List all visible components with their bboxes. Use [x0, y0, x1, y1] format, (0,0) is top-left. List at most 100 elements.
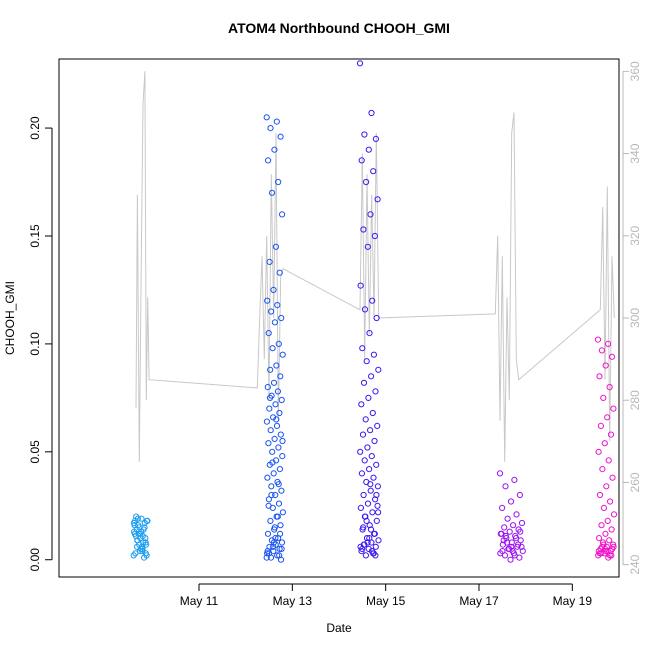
y2-tick-label: 280: [628, 390, 642, 410]
data-point-series-3: [369, 297, 376, 304]
data-point-series-5: [606, 384, 613, 391]
data-point-series-3: [363, 358, 370, 365]
data-point-series-3: [374, 196, 381, 203]
y2-tick-label: 360: [628, 61, 642, 81]
data-point-series-3: [367, 211, 374, 218]
data-point-series-2: [278, 396, 285, 404]
data-point-series-5: [607, 431, 615, 438]
data-point-series-2: [268, 483, 275, 490]
data-point-series-2: [266, 394, 274, 401]
data-point-series-2: [264, 530, 272, 537]
data-point-series-3: [374, 483, 381, 490]
data-point-series-4: [504, 515, 511, 522]
data-point-series-5: [598, 347, 606, 354]
data-point-series-4: [511, 476, 518, 483]
data-point-series-2: [270, 379, 278, 386]
data-point-series-2: [267, 517, 274, 525]
data-point-series-4: [499, 504, 506, 511]
x-tick-label: May 13: [273, 594, 313, 608]
data-point-series-5: [598, 522, 605, 529]
data-point-series-3: [372, 135, 379, 142]
data-point-series-3: [371, 232, 378, 240]
data-point-series-2: [269, 543, 277, 550]
data-point-series-3: [360, 379, 368, 386]
data-point-series-2: [279, 351, 286, 358]
data-point-series-3: [375, 366, 382, 373]
data-point-series-3: [363, 535, 371, 542]
data-point-series-2: [268, 189, 276, 196]
data-point-series-2: [263, 114, 270, 121]
data-point-series-3: [375, 509, 382, 516]
data-point-series-3: [367, 526, 375, 533]
y2-tick-label: 340: [628, 143, 642, 163]
data-point-series-3: [367, 427, 374, 434]
data-point-series-2: [277, 373, 284, 380]
data-point-series-5: [607, 498, 614, 505]
data-point-series-3: [366, 522, 373, 529]
data-point-series-2: [265, 330, 272, 337]
data-point-series-3: [369, 409, 376, 417]
x-axis-label: Date: [326, 621, 352, 635]
data-point-series-5: [602, 530, 609, 537]
data-point-series-5: [596, 535, 603, 542]
data-point-series-3: [357, 448, 364, 455]
data-point-series-4: [496, 470, 504, 477]
data-point-series-3: [365, 394, 372, 401]
data-point-series-3: [370, 474, 377, 481]
data-point-series-3: [368, 373, 375, 380]
data-point-series-5: [608, 552, 615, 559]
data-point-series-5: [609, 474, 616, 481]
data-point-series-2: [279, 509, 286, 516]
data-point-series-5: [600, 394, 607, 401]
data-point-series-2: [270, 470, 277, 477]
data-point-series-4: [499, 548, 506, 555]
y2-tick-label: 240: [628, 554, 642, 574]
data-point-series-2: [272, 535, 279, 542]
data-point-series-2: [277, 431, 284, 438]
data-point-series-3: [360, 491, 367, 499]
data-point-series-1: [141, 524, 148, 531]
data-point-series-3: [373, 461, 380, 468]
data-point-series-4: [515, 541, 522, 548]
data-point-series-3: [372, 543, 379, 550]
y-tick-label: 0.15: [28, 224, 42, 248]
data-point-series-2: [271, 319, 278, 326]
y2-tick-label: 320: [628, 225, 642, 245]
data-point-series-1: [142, 550, 149, 557]
x-tick-label: May 19: [553, 594, 593, 608]
data-point-series-2: [273, 416, 280, 423]
data-point-series-3: [366, 466, 373, 473]
data-point-series-3: [357, 282, 364, 289]
data-point-series-1: [138, 515, 145, 522]
data-point-series-3: [375, 537, 382, 544]
data-point-series-5: [610, 511, 618, 518]
data-point-series-3: [372, 388, 379, 395]
data-point-series-2: [267, 125, 274, 132]
data-point-series-2: [275, 444, 282, 451]
data-point-series-5: [599, 466, 606, 473]
y-axis-right: 240 260 280 300 320 340 360: [622, 61, 642, 575]
data-point-series-3: [364, 500, 372, 507]
data-point-series-1: [144, 517, 151, 525]
data-point-series-3: [374, 502, 381, 509]
data-point-series-2: [271, 435, 278, 442]
data-point-series-3: [356, 60, 364, 67]
data-point-series-2: [274, 552, 281, 559]
data-point-series-2: [275, 481, 282, 488]
x-tick-label: May 15: [366, 594, 406, 608]
data-point-series-2: [265, 496, 272, 503]
data-point-series-2: [276, 269, 283, 276]
data-point-series-5: [595, 548, 602, 555]
data-point-series-2: [279, 211, 286, 218]
data-point-series-5: [601, 545, 609, 553]
data-point-series-4: [513, 511, 520, 518]
data-point-series-5: [608, 526, 615, 533]
data-point-series-1: [134, 537, 141, 544]
chart-title: ATOM4 Northbound CHOOH_GMI: [228, 20, 450, 36]
data-point-series-3: [360, 524, 367, 531]
data-point-series-5: [605, 457, 612, 464]
data-point-series-2: [264, 297, 271, 304]
data-point-series-5: [603, 483, 610, 490]
data-point-series-3: [371, 530, 378, 537]
